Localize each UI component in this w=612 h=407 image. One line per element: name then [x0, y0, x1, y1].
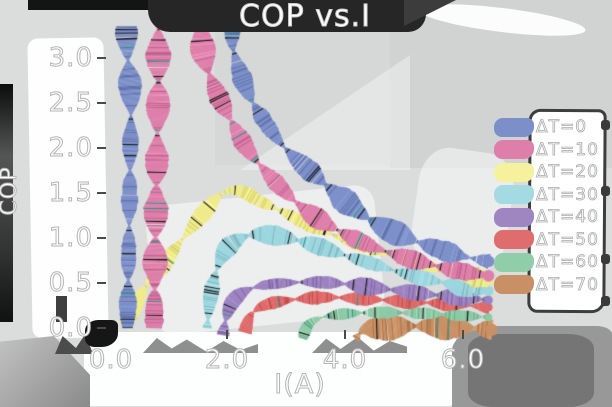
shadow-bar-left-small: [56, 296, 67, 322]
y-tick-label: 1.0: [48, 223, 93, 253]
legend-swatch: [494, 275, 534, 295]
legend-label: ΔT=20: [536, 162, 599, 183]
legend-border-notch: [601, 254, 610, 264]
y-axis-label: COP: [0, 166, 23, 216]
legend-item: ΔT=20: [494, 161, 612, 184]
legend-item: ΔT=0: [494, 116, 612, 139]
legend-swatch: [494, 230, 534, 250]
x-tick-label: 0.0: [88, 345, 134, 375]
x-axis-label: I(A): [274, 369, 326, 400]
legend-border-notch: [601, 296, 610, 306]
legend-border-notch: [601, 186, 610, 196]
y-tick-mark: [97, 237, 106, 239]
legend-label: ΔT=10: [536, 139, 599, 160]
x-tick-label: 4.0: [322, 345, 368, 375]
legend-label: ΔT=60: [536, 252, 599, 273]
shadow-strip-left: [0, 84, 13, 322]
y-tick-label: 3.0: [48, 43, 93, 73]
legend-border-notch: [601, 120, 610, 130]
legend-item: ΔT=10: [494, 139, 612, 162]
chart-title: COP vs.I: [239, 0, 371, 34]
y-tick-mark: [97, 57, 106, 59]
y-tick-label: 1.5: [48, 178, 93, 208]
y-tick-mark: [97, 192, 106, 194]
x-tick-mark: [462, 330, 464, 339]
legend-item: ΔT=60: [494, 251, 612, 274]
legend-label: ΔT=30: [536, 184, 599, 205]
legend-label: ΔT=40: [536, 207, 599, 228]
x-tick-mark: [344, 330, 346, 339]
y-tick-label: 0.5: [48, 268, 93, 298]
legend: ΔT=0 ΔT=10 ΔT=20 ΔT=30 ΔT=40 ΔT=50 ΔT=60…: [494, 108, 612, 314]
legend-item: ΔT=50: [494, 229, 612, 252]
y-tick-mark: [97, 282, 106, 284]
legend-label: ΔT=50: [536, 229, 599, 250]
legend-swatch: [494, 140, 534, 160]
legend-item: ΔT=70: [494, 274, 612, 297]
legend-label: ΔT=70: [536, 274, 599, 295]
legend-swatch: [494, 207, 534, 227]
shadow-blob-origin: [85, 320, 118, 347]
x-tick-label: 6.0: [440, 345, 486, 375]
y-tick-mark: [97, 147, 106, 149]
legend-item: ΔT=30: [494, 184, 612, 207]
legend-item: ΔT=40: [494, 206, 612, 229]
y-tick-label: 2.5: [48, 88, 93, 118]
y-tick-mark: [97, 327, 106, 329]
legend-swatch: [494, 252, 534, 272]
y-tick-label: 2.0: [48, 133, 93, 163]
x-tick-label: 2.0: [204, 345, 250, 375]
shadow-blob-title: [148, 0, 426, 32]
legend-swatch: [494, 185, 534, 205]
legend-swatch: [494, 117, 534, 137]
y-tick-mark: [97, 102, 106, 104]
legend-swatch: [494, 162, 534, 182]
y-tick-label: 0.0: [48, 313, 93, 343]
legend-label: ΔT=0: [536, 117, 588, 138]
x-tick-mark: [226, 330, 228, 339]
